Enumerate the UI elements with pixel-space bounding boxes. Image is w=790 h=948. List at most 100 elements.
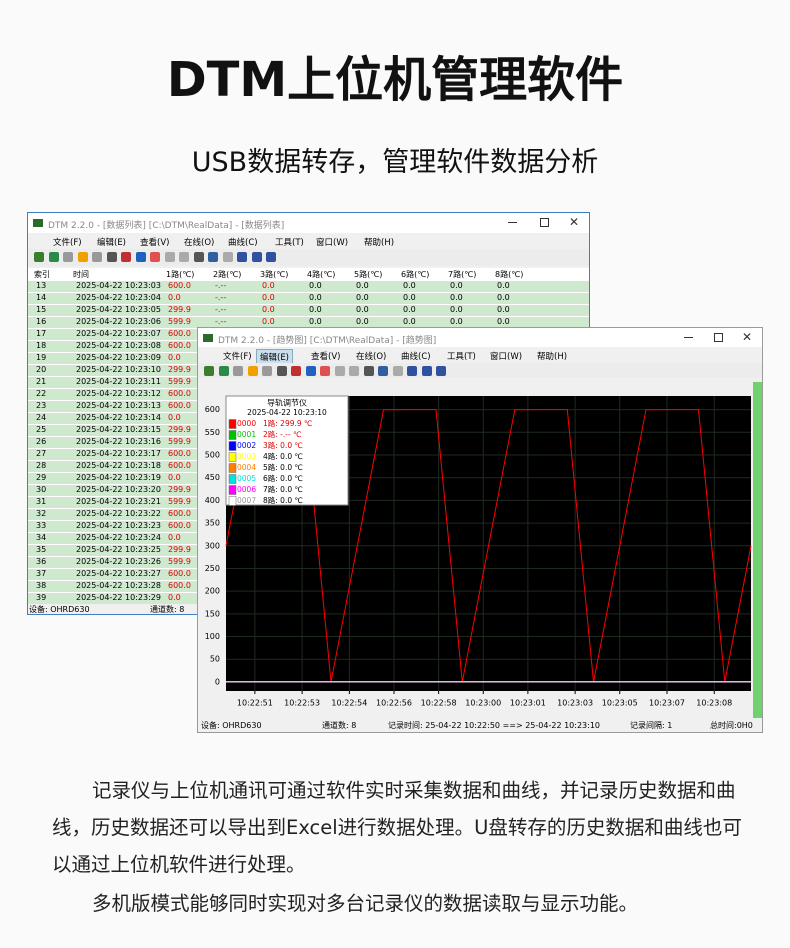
menu-bar: 文件(F) 编辑(E) 查看(V) 在线(O) 曲线(C) 工具(T) 窗口(W) 帮助(H) — [28, 234, 589, 248]
menu-item[interactable]: 帮助(H) — [364, 238, 395, 248]
close-button[interactable]: ✕ — [569, 215, 580, 229]
toolbar-button[interactable] — [164, 252, 175, 262]
column-header: 6路(℃) — [401, 270, 430, 279]
y-tick-label: 400 — [205, 496, 220, 505]
menu-item[interactable]: 帮助(H) — [537, 352, 568, 362]
toolbar-button[interactable] — [121, 252, 131, 262]
menu-item[interactable]: 查看(V) — [311, 352, 341, 362]
toolbar-button[interactable] — [266, 252, 276, 262]
toolbar-button[interactable] — [233, 366, 243, 376]
menu-item[interactable]: 窗口(W) — [490, 352, 523, 362]
legend-code: 0000 — [237, 419, 256, 428]
legend-label: 5路: 0.0 ℃ — [263, 462, 303, 472]
maximize-button[interactable] — [714, 333, 723, 342]
column-header: 5路(℃) — [354, 270, 383, 279]
x-tick-label: 10:22:56 — [376, 699, 412, 708]
x-tick-label: 10:23:00 — [465, 699, 501, 708]
minimize-button[interactable] — [508, 222, 517, 223]
legend-code: 0005 — [237, 474, 256, 483]
menu-item[interactable]: 曲线(C) — [228, 238, 258, 248]
close-button[interactable]: ✕ — [742, 330, 753, 344]
table-cell: 0.0 — [356, 305, 369, 314]
column-header: 8路(℃) — [495, 270, 524, 279]
toolbar-button[interactable] — [106, 252, 117, 262]
toolbar-button[interactable] — [77, 252, 88, 262]
toolbar-button[interactable] — [63, 252, 73, 262]
menu-item[interactable]: 文件(F) — [53, 238, 82, 248]
toolbar-button[interactable] — [363, 366, 374, 376]
toolbar-button[interactable] — [179, 252, 189, 262]
table-cell: 19 — [36, 353, 47, 362]
table-cell: 2025-04-22 10:23:27 — [76, 569, 161, 578]
status-item: 通道数: 8 — [150, 605, 185, 614]
table-cell: 0.0 — [356, 317, 369, 326]
toolbar-button[interactable] — [48, 252, 59, 262]
toolbar-button[interactable] — [237, 252, 247, 262]
x-tick-label: 10:23:07 — [649, 699, 685, 708]
toolbar-button[interactable] — [150, 252, 160, 262]
legend-label: 8路: 0.0 ℃ — [263, 495, 303, 505]
x-tick-label: 10:23:01 — [510, 699, 546, 708]
table-cell: 0.0 — [309, 281, 322, 290]
toolbar-button[interactable] — [34, 252, 44, 262]
toolbar-button[interactable] — [262, 366, 272, 376]
legend-label: 2路: -.-- ℃ — [263, 429, 302, 439]
table-cell: -.-- — [215, 293, 227, 302]
table-cell: 2025-04-22 10:23:23 — [76, 521, 161, 530]
toolbar-button[interactable] — [218, 366, 229, 376]
table-cell: 299.9 — [168, 485, 191, 494]
menu-item[interactable]: 文件(F) — [223, 352, 252, 362]
table-cell: 0.0 — [403, 317, 416, 326]
menu-item[interactable]: 编辑(E) — [97, 238, 127, 248]
toolbar-button[interactable] — [247, 366, 258, 376]
table-cell: 600.0 — [168, 329, 191, 338]
menu-item[interactable]: 工具(T) — [275, 238, 304, 248]
title-bar: DTM 2.2.0 - [数据列表] [C:\DTM\RealData] - [… — [28, 213, 589, 233]
toolbar-button[interactable] — [407, 366, 417, 376]
toolbar-button[interactable] — [193, 252, 204, 262]
menu-item[interactable]: 曲线(C) — [401, 352, 431, 362]
toolbar-button[interactable] — [320, 366, 330, 376]
table-cell: 2025-04-22 10:23:29 — [76, 593, 161, 602]
table-cell: 2025-04-22 10:23:20 — [76, 485, 161, 494]
toolbar-button[interactable] — [291, 366, 301, 376]
toolbar-button[interactable] — [92, 252, 102, 262]
column-header: 2路(℃) — [213, 270, 242, 279]
scroll-bar — [753, 382, 762, 718]
table-cell: 299.9 — [168, 545, 191, 554]
toolbar-button[interactable] — [222, 252, 233, 262]
status-item: 设备: OHRD630 — [201, 721, 262, 730]
table-cell: 0.0 — [262, 281, 275, 290]
table-cell: 2025-04-22 10:23:09 — [76, 353, 161, 362]
toolbar-button[interactable] — [135, 252, 146, 262]
legend-title: 导轨调节仪 — [267, 398, 307, 408]
toolbar-button[interactable] — [251, 252, 262, 262]
toolbar-button[interactable] — [378, 366, 388, 376]
menu-item[interactable]: 在线(O) — [356, 352, 387, 362]
toolbar-button[interactable] — [276, 366, 287, 376]
toolbar-button[interactable] — [305, 366, 316, 376]
table-cell: 2025-04-22 10:23:17 — [76, 449, 161, 458]
toolbar-button[interactable] — [208, 252, 218, 262]
table-cell: 600.0 — [168, 341, 191, 350]
menu-item[interactable]: 工具(T) — [447, 352, 476, 362]
table-cell: 0.0 — [356, 293, 369, 302]
table-cell: 0.0 — [403, 281, 416, 290]
minimize-button[interactable] — [684, 337, 693, 338]
maximize-button[interactable] — [540, 218, 549, 227]
toolbar-button[interactable] — [204, 366, 214, 376]
x-tick-label: 10:22:51 — [237, 699, 273, 708]
table-cell: 0.0 — [168, 353, 181, 362]
toolbar-button[interactable] — [334, 366, 345, 376]
toolbar-button[interactable] — [349, 366, 359, 376]
menu-item[interactable]: 窗口(W) — [316, 238, 349, 248]
menu-item[interactable]: 在线(O) — [184, 238, 215, 248]
table-cell: 2025-04-22 10:23:05 — [76, 305, 161, 314]
column-header: 4路(℃) — [307, 270, 336, 279]
table-cell: 0.0 — [497, 317, 510, 326]
toolbar-button[interactable] — [421, 366, 432, 376]
menu-item[interactable]: 查看(V) — [140, 238, 170, 248]
legend-swatch — [228, 496, 237, 506]
toolbar-button[interactable] — [436, 366, 446, 376]
toolbar-button[interactable] — [392, 366, 403, 376]
